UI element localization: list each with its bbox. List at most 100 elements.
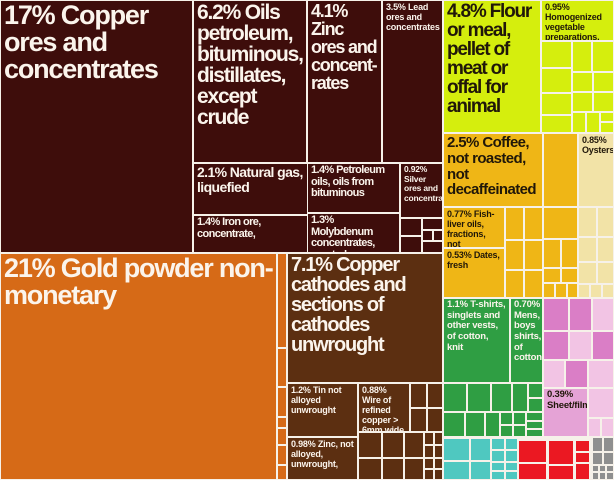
treemap-cell-unlabeled[interactable] bbox=[500, 425, 513, 437]
treemap-cell-unlabeled[interactable] bbox=[543, 298, 569, 331]
treemap-cell-unlabeled[interactable] bbox=[548, 440, 574, 465]
treemap-cell-unlabeled[interactable] bbox=[404, 432, 424, 458]
treemap-cell-fish-liver-oils[interactable]: 0.77% Fish-liver oils, fractions, not bbox=[443, 207, 505, 248]
treemap-cell-unlabeled[interactable] bbox=[424, 469, 434, 480]
treemap-cell-unlabeled[interactable] bbox=[505, 240, 524, 270]
treemap-cell-tin-unwrought[interactable]: 1.2% Tin not alloyed unwrought bbox=[287, 383, 358, 437]
treemap-cell-unlabeled[interactable] bbox=[443, 412, 465, 437]
treemap-cell-unlabeled[interactable] bbox=[404, 458, 424, 480]
treemap-cell-iron-ore[interactable]: 1.4% Iron ore, concentrate, bbox=[193, 215, 308, 253]
treemap-cell-petroleum-oils-bituminous[interactable]: 1.4% Petroleum oils, oils from bituminou… bbox=[307, 163, 400, 213]
treemap-cell-unlabeled[interactable] bbox=[548, 465, 574, 480]
treemap-cell-unlabeled[interactable] bbox=[592, 437, 603, 452]
treemap-cell-unlabeled[interactable] bbox=[543, 207, 578, 239]
treemap-cell-unlabeled[interactable] bbox=[358, 458, 382, 480]
treemap-cell-unlabeled[interactable] bbox=[601, 418, 614, 437]
treemap-cell-unlabeled[interactable] bbox=[543, 331, 569, 360]
treemap-cell-natural-gas[interactable]: 2.1% Natural gas, liquefied bbox=[193, 163, 308, 215]
treemap-cell-copper-wire[interactable]: 0.88% Wire of refined copper > 6mm wide bbox=[358, 383, 410, 432]
treemap-cell-unlabeled[interactable] bbox=[358, 432, 382, 458]
treemap-cell-unlabeled[interactable] bbox=[422, 218, 443, 230]
treemap-cell-unlabeled[interactable] bbox=[575, 463, 590, 480]
treemap-cell-unlabeled[interactable] bbox=[277, 417, 287, 428]
treemap-cell-unlabeled[interactable] bbox=[443, 438, 470, 461]
treemap-cell-unlabeled[interactable] bbox=[592, 465, 599, 472]
treemap-cell-unlabeled[interactable] bbox=[586, 112, 600, 133]
treemap-cell-unlabeled[interactable] bbox=[500, 412, 513, 425]
treemap-cell-unlabeled[interactable] bbox=[543, 283, 555, 298]
treemap-cell-dates-fresh[interactable]: 0.53% Dates, fresh bbox=[443, 248, 505, 298]
treemap-cell-unlabeled[interactable] bbox=[524, 270, 543, 298]
treemap-cell-unlabeled[interactable] bbox=[575, 452, 590, 463]
treemap-cell-gold-powder[interactable]: 21% Gold powder non-monetary bbox=[0, 253, 277, 480]
treemap-cell-unlabeled[interactable] bbox=[382, 458, 404, 480]
treemap-cell-t-shirts-cotton[interactable]: 1.1% T-shirts, singlets and other vests,… bbox=[443, 298, 510, 383]
treemap-cell-unlabeled[interactable] bbox=[526, 429, 543, 437]
treemap-cell-unlabeled[interactable] bbox=[606, 472, 614, 480]
treemap-cell-unlabeled[interactable] bbox=[434, 469, 443, 480]
treemap-cell-unlabeled[interactable] bbox=[433, 230, 443, 241]
treemap-cell-unlabeled[interactable] bbox=[603, 452, 614, 465]
treemap-cell-unlabeled[interactable] bbox=[528, 398, 543, 412]
treemap-cell-unlabeled[interactable] bbox=[565, 360, 588, 388]
treemap-cell-unlabeled[interactable] bbox=[277, 253, 287, 348]
treemap-cell-unlabeled[interactable] bbox=[575, 440, 590, 452]
treemap-cell-unlabeled[interactable] bbox=[592, 472, 599, 480]
treemap-cell-silver-ores[interactable]: 0.92% Silver ores and concentrates bbox=[400, 163, 443, 218]
treemap-cell-unlabeled[interactable] bbox=[526, 412, 543, 421]
treemap-cell-unlabeled[interactable] bbox=[505, 471, 518, 480]
treemap-cell-unlabeled[interactable] bbox=[513, 425, 526, 437]
treemap-cell-sheet-film[interactable]: 0.39% Sheet/film bbox=[543, 388, 588, 437]
treemap-cell-unlabeled[interactable] bbox=[543, 133, 578, 207]
treemap-cell-unlabeled[interactable] bbox=[599, 472, 606, 480]
treemap-cell-copper-cathodes[interactable]: 7.1% Copper cathodes and sections of cat… bbox=[287, 253, 443, 383]
treemap-cell-unlabeled[interactable] bbox=[465, 412, 485, 437]
treemap-cell-unlabeled[interactable] bbox=[597, 262, 614, 284]
treemap-cell-unlabeled[interactable] bbox=[491, 438, 505, 450]
treemap-cell-unlabeled[interactable] bbox=[561, 268, 578, 283]
treemap-cell-coffee[interactable]: 2.5% Coffee, not roasted, not decaffeina… bbox=[443, 133, 543, 207]
treemap-cell-unlabeled[interactable] bbox=[491, 450, 505, 462]
treemap-cell-unlabeled[interactable] bbox=[400, 218, 422, 236]
treemap-cell-unlabeled[interactable] bbox=[543, 360, 565, 388]
treemap-cell-unlabeled[interactable] bbox=[572, 92, 593, 112]
treemap-cell-unlabeled[interactable] bbox=[422, 241, 443, 253]
treemap-cell-unlabeled[interactable] bbox=[470, 461, 491, 480]
treemap-cell-unlabeled[interactable] bbox=[603, 437, 614, 452]
treemap-cell-unlabeled[interactable] bbox=[588, 360, 614, 388]
treemap-cell-unlabeled[interactable] bbox=[569, 331, 592, 360]
treemap-cell-zinc-unwrought[interactable]: 0.98% Zinc, not alloyed, unwrought, bbox=[287, 437, 358, 480]
treemap-cell-unlabeled[interactable] bbox=[400, 236, 422, 253]
treemap-cell-unlabeled[interactable] bbox=[277, 348, 287, 387]
treemap-cell-copper-ores[interactable]: 17% Copper ores and concentrates bbox=[0, 0, 193, 253]
treemap-cell-unlabeled[interactable] bbox=[513, 412, 526, 425]
treemap-cell-unlabeled[interactable] bbox=[597, 207, 614, 237]
treemap-cell-unlabeled[interactable] bbox=[578, 262, 597, 284]
treemap-cell-unlabeled[interactable] bbox=[541, 93, 572, 115]
treemap-cell-unlabeled[interactable] bbox=[572, 72, 593, 92]
treemap-cell-unlabeled[interactable] bbox=[588, 418, 601, 437]
treemap-cell-unlabeled[interactable] bbox=[518, 440, 547, 463]
treemap-cell-homogenized-vegetable[interactable]: 0.95% Homogenized vegetable preparations… bbox=[541, 0, 614, 41]
treemap-cell-unlabeled[interactable] bbox=[512, 383, 528, 412]
treemap-cell-unlabeled[interactable] bbox=[505, 270, 524, 298]
treemap-cell-unlabeled[interactable] bbox=[541, 41, 572, 68]
treemap-cell-unlabeled[interactable] bbox=[434, 432, 443, 445]
treemap-cell-unlabeled[interactable] bbox=[410, 383, 427, 408]
treemap-cell-unlabeled[interactable] bbox=[600, 112, 614, 122]
treemap-cell-unlabeled[interactable] bbox=[592, 298, 614, 331]
treemap-cell-unlabeled[interactable] bbox=[588, 388, 614, 418]
treemap-cell-unlabeled[interactable] bbox=[443, 461, 470, 480]
treemap-cell-mens-boys-shirts[interactable]: 0.70% Mens, boys shirts, of cotton, bbox=[510, 298, 543, 383]
treemap-cell-unlabeled[interactable] bbox=[524, 207, 543, 240]
treemap-cell-unlabeled[interactable] bbox=[518, 463, 547, 480]
treemap-cell-oysters[interactable]: 0.85% Oysters bbox=[578, 133, 614, 207]
treemap-cell-unlabeled[interactable] bbox=[528, 383, 543, 398]
treemap-cell-unlabeled[interactable] bbox=[569, 298, 592, 331]
treemap-cell-unlabeled[interactable] bbox=[590, 284, 602, 298]
treemap-cell-unlabeled[interactable] bbox=[277, 387, 287, 417]
treemap-cell-lead-ores[interactable]: 3.5% Lead ores and concentrates bbox=[382, 0, 443, 163]
treemap-cell-unlabeled[interactable] bbox=[599, 465, 606, 472]
treemap-cell-unlabeled[interactable] bbox=[410, 408, 427, 432]
treemap-cell-unlabeled[interactable] bbox=[593, 92, 614, 112]
